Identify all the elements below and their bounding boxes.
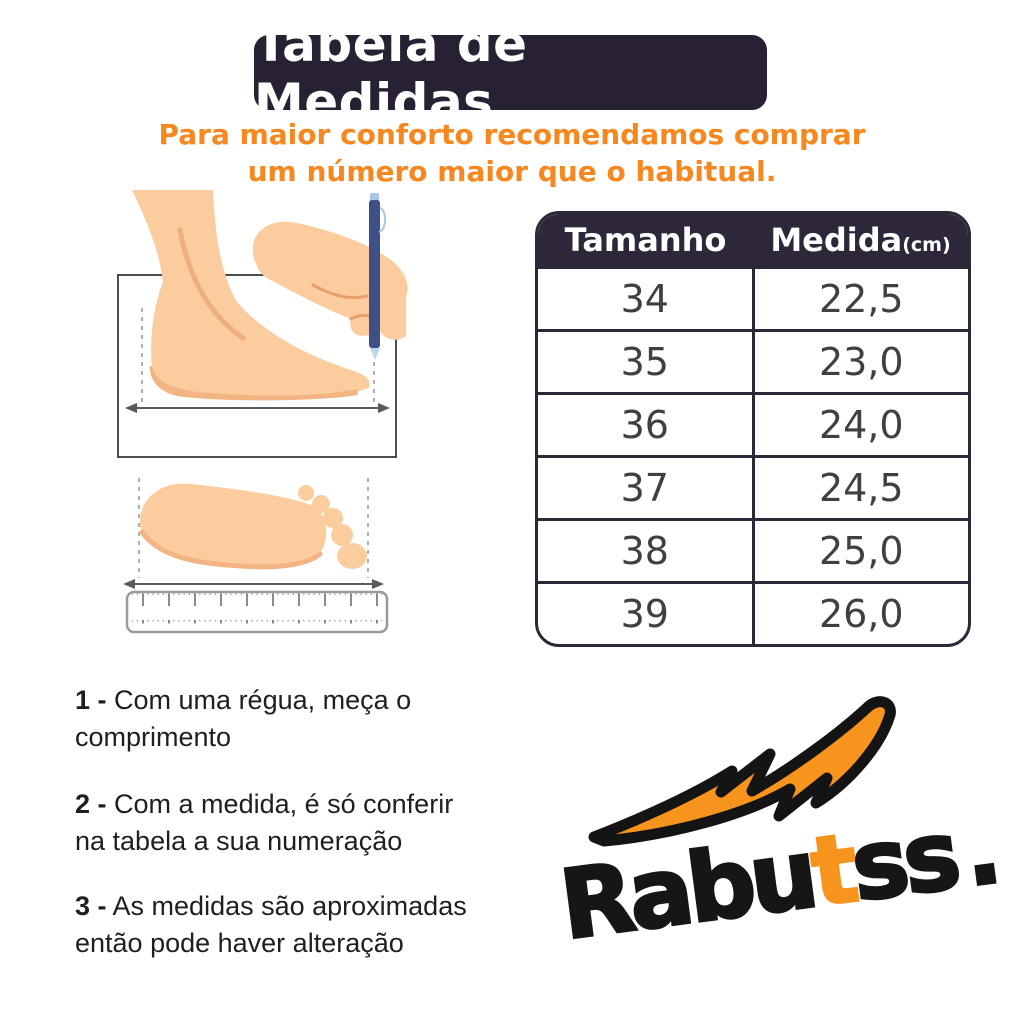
table-row: 35 23,0 — [538, 329, 968, 392]
size-cell: 36 — [620, 403, 669, 447]
measurement-arrow — [123, 478, 384, 589]
step-text-line1: As medidas são aproximadas — [112, 891, 467, 921]
lightning-bolt-icon — [588, 696, 896, 847]
brand-period: . — [956, 794, 1004, 910]
brand-suffix: ss — [844, 799, 964, 925]
measure-unit-label: (cm) — [902, 234, 951, 256]
step-text-line2: na tabela a sua numeração — [75, 826, 403, 856]
step-text-line1: Com a medida, é só conferir — [114, 789, 454, 819]
pencil-icon — [369, 193, 387, 360]
table-row: 37 24,5 — [538, 455, 968, 518]
step-text-line2: então pode haver alteração — [75, 928, 404, 958]
size-cell: 37 — [620, 466, 669, 510]
size-cell: 35 — [620, 340, 669, 384]
size-table: Tamanho Medida(cm) 34 22,5 35 23,0 36 24… — [535, 211, 971, 647]
measure-cell: 23,0 — [751, 332, 969, 392]
table-row: 38 25,0 — [538, 518, 968, 581]
recommendation-subtitle: Para maior conforto recomendamos comprar… — [0, 116, 1024, 190]
step-text-line2: comprimento — [75, 722, 232, 752]
table-row: 36 24,0 — [538, 392, 968, 455]
measurement-arrow — [125, 308, 390, 413]
measure-cell: 22,5 — [751, 269, 969, 329]
instruction-step-3: 3 - As medidas são aproximadas então pod… — [75, 888, 545, 962]
table-row: 39 26,0 — [538, 581, 968, 644]
measure-cell: 25,0 — [751, 521, 969, 581]
page-title: Tabela de Medidas — [254, 14, 528, 131]
table-row: 34 22,5 — [538, 266, 968, 329]
instruction-step-1: 1 - Com uma régua, meça o comprimento — [75, 682, 545, 756]
subtitle-line-2: um número maior que o habitual. — [247, 155, 777, 188]
step-text-line1: Com uma régua, meça o — [114, 685, 412, 715]
hand-icon — [252, 221, 408, 340]
foot-side-icon — [132, 190, 370, 401]
ruler-icon — [125, 590, 389, 634]
measure-cell: 24,0 — [751, 395, 969, 455]
size-table-header: Tamanho Medida(cm) — [538, 214, 968, 266]
title-banner: Tabela de Medidas — [254, 15, 767, 131]
foot-ruler-illustration — [123, 478, 389, 634]
step-number: 1 - — [75, 685, 107, 715]
subtitle-line-1: Para maior conforto recomendamos comprar — [158, 118, 866, 151]
instruction-step-2: 2 - Com a medida, é só conferir na tabel… — [75, 786, 545, 860]
size-cell: 34 — [620, 277, 669, 321]
column-header-size: Tamanho — [564, 221, 727, 259]
foot-sole-icon — [139, 483, 367, 570]
column-header-measure: Medida(cm) — [770, 221, 951, 259]
measure-cell: 24,5 — [751, 458, 969, 518]
foot-measuring-illustration — [117, 190, 408, 458]
size-cell: 38 — [620, 529, 669, 573]
step-number: 2 - — [75, 789, 107, 819]
measure-cell: 26,0 — [751, 584, 969, 644]
step-number: 3 - — [75, 891, 107, 921]
size-cell: 39 — [620, 592, 669, 636]
